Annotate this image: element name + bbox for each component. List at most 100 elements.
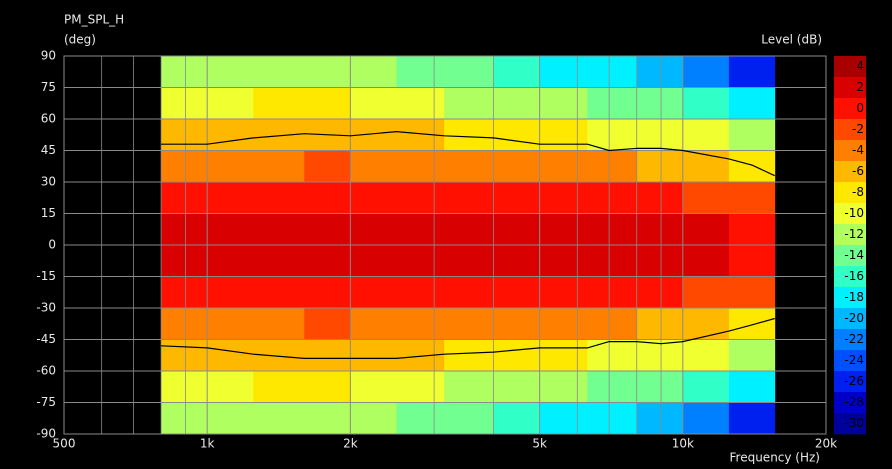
colorbar-label: -14	[844, 248, 864, 262]
heat-cell	[350, 245, 397, 277]
heat-cell	[444, 402, 495, 435]
y-tick-label: 75	[41, 80, 56, 94]
colorbar: 4 2 0 -2 -4 -6 -8 -10 -12 -14 -16 -18 -20 -22 -24 -26 -2…	[834, 56, 866, 435]
heat-cell	[728, 245, 776, 277]
heat-cell	[539, 371, 588, 403]
colorbar-cell	[834, 245, 866, 267]
colorbar-cell	[834, 224, 866, 246]
heat-cell	[350, 276, 397, 309]
heat-cell	[493, 371, 541, 403]
heat-cell	[161, 339, 208, 372]
heat-cell	[587, 119, 638, 151]
colorbar-label: -18	[844, 290, 864, 304]
heat-cell	[253, 402, 305, 435]
heat-cell	[253, 56, 305, 88]
heat-cell	[636, 339, 684, 372]
heat-cell	[539, 245, 588, 277]
heat-cell	[350, 150, 397, 183]
colorbar-cell	[834, 182, 866, 204]
heat-cell	[253, 119, 305, 151]
heat-cell	[493, 182, 541, 214]
heat-cell	[493, 308, 541, 340]
colorbar-label: -30	[844, 416, 864, 430]
colorbar-label: 2	[856, 80, 864, 94]
colorbar-cell	[834, 203, 866, 225]
heat-cell	[253, 276, 305, 309]
heat-cell	[587, 402, 638, 435]
heat-cell	[493, 56, 541, 88]
heat-cell	[728, 87, 776, 120]
heat-cell	[396, 371, 445, 403]
heat-cell	[539, 402, 588, 435]
colorbar-label: -20	[844, 311, 864, 325]
heat-cell	[207, 213, 254, 246]
heat-cell	[253, 339, 305, 372]
heat-cell	[636, 402, 684, 435]
heat-cell	[444, 276, 495, 309]
colorbar-cell	[834, 119, 866, 141]
heat-cell	[161, 119, 208, 151]
y-tick-label: -75	[36, 395, 56, 409]
heat-cell	[304, 402, 351, 435]
heat-cell	[396, 402, 445, 435]
heat-cell	[587, 182, 638, 214]
heat-cell	[396, 276, 445, 309]
colorbar-cell	[834, 413, 866, 435]
heat-cell	[587, 276, 638, 309]
heat-cell	[253, 245, 305, 277]
heat-cell	[207, 276, 254, 309]
heat-cell	[444, 87, 495, 120]
grid	[63, 55, 827, 435]
heat-cell	[207, 245, 254, 277]
heat-cell	[161, 87, 208, 120]
heat-cell	[396, 308, 445, 340]
heat-cell	[636, 56, 684, 88]
y-axis-label: (deg)	[64, 33, 96, 47]
heat-cell	[493, 87, 541, 120]
colorbar-cell	[834, 77, 866, 99]
heat-cell	[493, 276, 541, 309]
colorbar-label: -24	[844, 353, 864, 367]
heat-cell	[304, 371, 351, 403]
heat-cell	[682, 371, 730, 403]
heat-cell	[207, 308, 254, 340]
y-tick-label: 90	[41, 49, 56, 63]
x-axis-label: Frequency (Hz)	[730, 451, 821, 465]
heat-cell	[682, 276, 730, 309]
contour-lines	[161, 130, 775, 359]
x-tick-label: 1k	[200, 437, 215, 451]
heat-cell	[350, 371, 397, 403]
heat-cell	[253, 308, 305, 340]
heat-cell	[728, 119, 776, 151]
colorbar-label: -12	[844, 227, 864, 241]
heat-cell	[350, 308, 397, 340]
colorbar-cell	[834, 392, 866, 414]
heat-cell	[682, 339, 730, 372]
heat-cell	[682, 245, 730, 277]
heat-cell	[728, 339, 776, 372]
heat-cell	[682, 308, 730, 340]
heat-cell	[728, 213, 776, 246]
y-tick-label: -60	[36, 364, 56, 378]
heat-cell	[539, 182, 588, 214]
y-tick-label: -90	[36, 427, 56, 441]
heat-cell	[587, 245, 638, 277]
heat-cell	[444, 213, 495, 246]
colorbar-label: -8	[852, 185, 864, 199]
colorbar-label: 4	[856, 59, 864, 73]
heat-cell	[396, 56, 445, 88]
heat-cell	[304, 276, 351, 309]
heat-cell	[728, 402, 776, 435]
heat-cell	[253, 150, 305, 183]
heat-cell	[304, 245, 351, 277]
colorbar-label: -16	[844, 269, 864, 283]
heat-cell	[539, 308, 588, 340]
colorbar-label: -6	[852, 164, 864, 178]
colorbar-cell	[834, 308, 866, 330]
heat-cell	[636, 213, 684, 246]
heat-cell	[587, 339, 638, 372]
heat-cell	[304, 56, 351, 88]
heat-cell	[444, 245, 495, 277]
heat-cell	[396, 245, 445, 277]
